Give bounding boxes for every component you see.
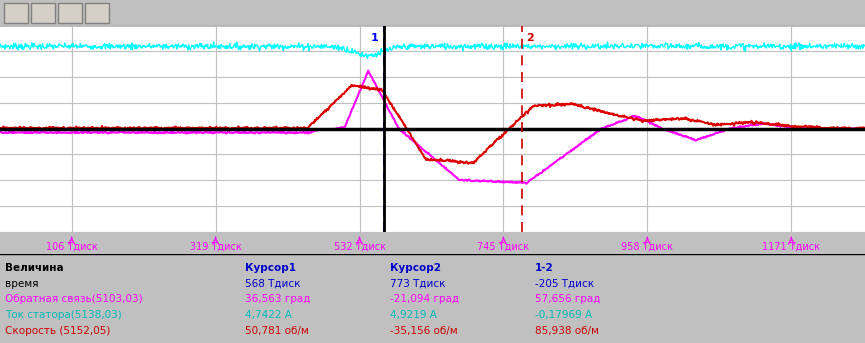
Text: -0,17969 А: -0,17969 А — [535, 310, 593, 320]
Text: 57,656 град: 57,656 град — [535, 294, 600, 304]
Text: 745 Тдиск: 745 Тдиск — [477, 242, 529, 252]
Text: 106 Тдиск: 106 Тдиск — [46, 242, 98, 252]
Text: Величина: Величина — [5, 263, 64, 273]
Text: Курсор1: Курсор1 — [245, 263, 296, 273]
Text: 773 Тдиск: 773 Тдиск — [390, 279, 445, 288]
Text: 4,9219 А: 4,9219 А — [390, 310, 437, 320]
Text: 4,7422 А: 4,7422 А — [245, 310, 292, 320]
Text: -205 Тдиск: -205 Тдиск — [535, 279, 594, 288]
Bar — [4, 2, 28, 23]
Text: 568 Тдиск: 568 Тдиск — [245, 279, 300, 288]
Text: -21,094 град: -21,094 град — [390, 294, 459, 304]
Text: время: время — [5, 279, 39, 288]
Text: 85,938 об/м: 85,938 об/м — [535, 326, 599, 336]
Text: 1171 Тдиск: 1171 Тдиск — [762, 242, 820, 252]
Text: Обратная связь(5103,03): Обратная связь(5103,03) — [5, 294, 143, 304]
Text: Курсор2: Курсор2 — [390, 263, 441, 273]
Text: 532 Тдиск: 532 Тдиск — [334, 242, 386, 252]
Bar — [85, 2, 109, 23]
Bar — [58, 2, 82, 23]
Bar — [31, 2, 55, 23]
Text: -35,156 об/м: -35,156 об/м — [390, 326, 458, 336]
Text: Ток статора(5138,03): Ток статора(5138,03) — [5, 310, 122, 320]
Text: 1-2: 1-2 — [535, 263, 554, 273]
Text: 2: 2 — [526, 33, 534, 43]
Text: 36,563 град: 36,563 град — [245, 294, 311, 304]
Text: 50,781 об/м: 50,781 об/м — [245, 326, 309, 336]
Text: 319 Тдиск: 319 Тдиск — [189, 242, 241, 252]
Text: 958 Тдиск: 958 Тдиск — [621, 242, 673, 252]
Text: 1: 1 — [371, 33, 379, 43]
Text: Скорость (5152,05): Скорость (5152,05) — [5, 326, 111, 336]
